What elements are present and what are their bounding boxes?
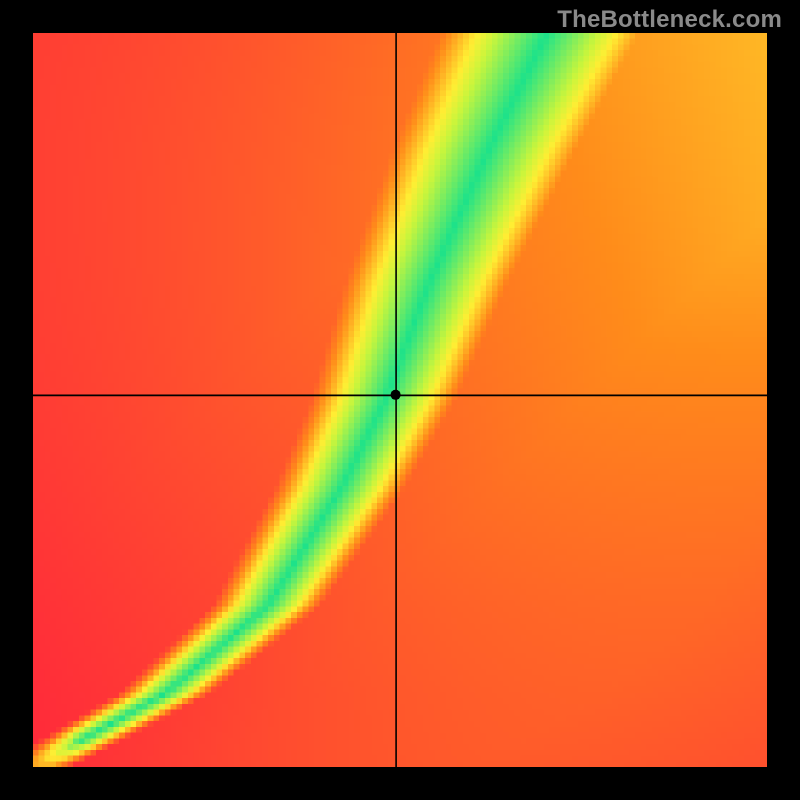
- watermark-text: TheBottleneck.com: [557, 6, 782, 34]
- crosshair-overlay: [33, 33, 767, 767]
